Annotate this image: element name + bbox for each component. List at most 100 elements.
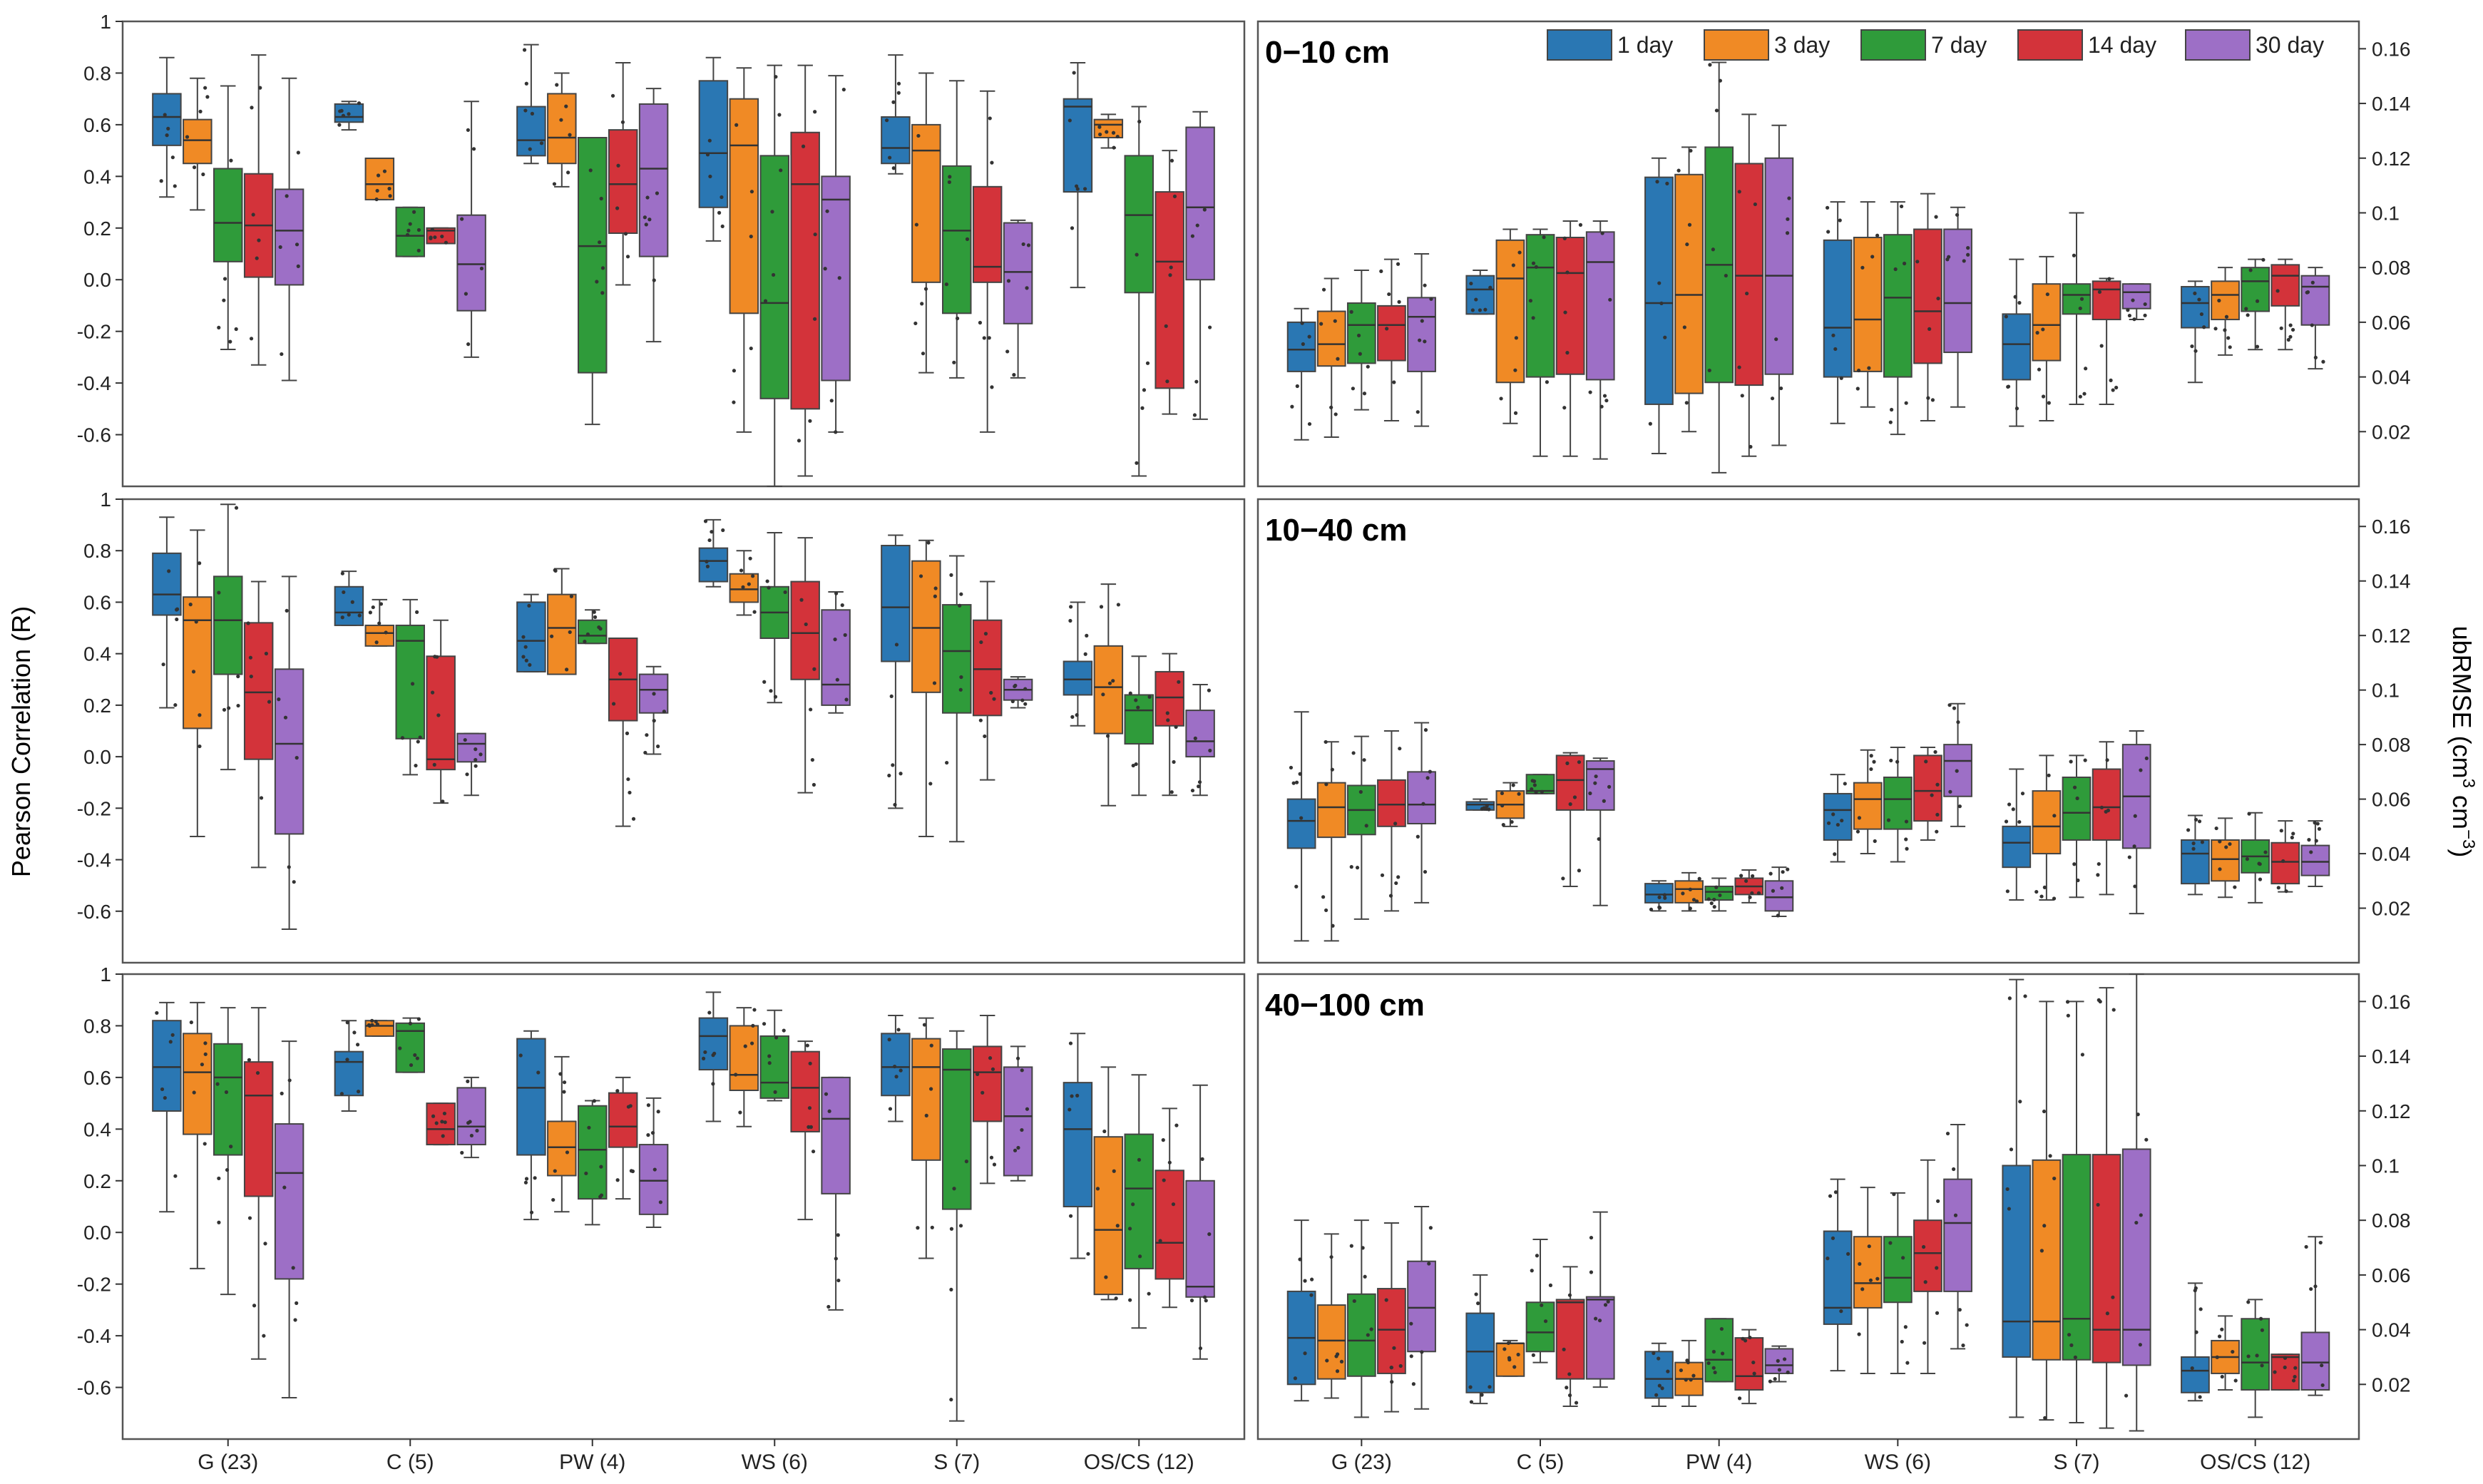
legend-label: 30 day <box>2256 32 2324 58</box>
box-3-day-0 <box>1316 1233 1346 1399</box>
data-point <box>949 1398 953 1402</box>
data-point <box>1588 390 1592 394</box>
box-iqr <box>942 604 972 714</box>
data-point <box>623 232 628 236</box>
box-7-day-5 <box>2241 812 2270 904</box>
box-7-day-0 <box>1346 1219 1376 1418</box>
data-point <box>2007 1207 2011 1211</box>
y-tick-label: -0.4 <box>77 849 111 871</box>
data-point <box>2317 827 2322 831</box>
data-point <box>1112 1169 1116 1173</box>
data-point <box>443 1120 447 1125</box>
data-point <box>1147 1291 1151 1296</box>
box-iqr <box>364 1020 395 1037</box>
data-point <box>618 672 623 676</box>
data-point <box>410 682 415 686</box>
data-point <box>2273 1370 2277 1374</box>
data-point <box>1409 1354 1413 1358</box>
data-point <box>2288 334 2293 339</box>
data-point <box>773 1090 777 1094</box>
data-point <box>192 1090 196 1095</box>
box-iqr <box>1585 1296 1615 1380</box>
data-point <box>1303 1351 1307 1356</box>
data-point <box>808 419 812 423</box>
data-point <box>436 713 441 717</box>
box-iqr <box>821 1076 851 1194</box>
data-point <box>1177 680 1181 684</box>
data-point <box>287 1078 292 1083</box>
data-point <box>236 703 240 708</box>
y-tick-label: 0.06 <box>2372 312 2411 334</box>
box-30-day-4 <box>2121 730 2151 915</box>
data-point <box>2246 1354 2251 1358</box>
data-point <box>1935 829 1939 834</box>
data-point <box>646 1133 650 1137</box>
data-point <box>989 690 993 695</box>
right-ylabel-sup1: 3 <box>2459 779 2478 788</box>
y-tick-label: 0.02 <box>2372 1373 2411 1396</box>
box-iqr <box>759 1035 789 1099</box>
data-point <box>345 1020 349 1025</box>
data-point <box>1364 824 1368 828</box>
box-1-day-5 <box>2181 280 2210 384</box>
y-tick-label: 0.6 <box>83 1067 111 1089</box>
box-iqr <box>1704 1318 1734 1383</box>
data-point <box>479 266 484 271</box>
data-point <box>812 317 817 321</box>
data-point <box>1904 837 1908 841</box>
data-point <box>1568 802 1572 807</box>
box-3-day-0 <box>1316 277 1346 438</box>
box-iqr <box>2092 768 2121 841</box>
data-point <box>707 538 712 543</box>
y-tick-label: 0.4 <box>83 165 111 188</box>
data-point <box>267 700 272 704</box>
data-point <box>375 1022 379 1027</box>
data-point <box>1771 889 1775 893</box>
data-point <box>1600 231 1604 235</box>
y-tick-label: 0.14 <box>2372 93 2411 115</box>
data-point <box>1648 421 1652 426</box>
data-point <box>732 369 737 373</box>
data-point <box>990 160 994 165</box>
data-point <box>1567 1393 1572 1398</box>
y-tick-label: 0.14 <box>2372 1045 2411 1068</box>
depth-label: 0−10 cm <box>1265 35 1390 70</box>
box-iqr <box>1734 163 1764 387</box>
data-point <box>990 1067 995 1071</box>
data-point <box>217 1176 221 1181</box>
data-point <box>1390 1380 1394 1384</box>
data-point <box>1606 1299 1610 1304</box>
data-point <box>1111 131 1116 135</box>
data-point <box>1839 1309 1843 1314</box>
box-1-day-0 <box>1286 711 1316 942</box>
box-3-day-0 <box>183 1001 213 1269</box>
data-point <box>280 352 284 357</box>
data-point <box>1095 1187 1100 1191</box>
box-1-day-4 <box>2002 768 2032 901</box>
data-point <box>444 240 449 245</box>
data-point <box>539 141 544 145</box>
data-point <box>409 1063 414 1068</box>
data-point <box>894 643 899 647</box>
data-point <box>1657 906 1662 910</box>
data-point <box>1953 1213 1958 1217</box>
data-point <box>1654 1393 1659 1397</box>
data-point <box>1594 1316 1598 1321</box>
data-point <box>765 579 769 583</box>
data-point <box>1335 1369 1340 1373</box>
data-point <box>1833 852 1837 856</box>
data-point <box>568 133 572 137</box>
data-point <box>896 91 901 95</box>
data-point <box>707 138 712 143</box>
data-point <box>435 655 439 659</box>
data-point <box>250 106 254 110</box>
data-point <box>1193 736 1197 740</box>
data-point <box>598 627 603 631</box>
data-point <box>1190 234 1194 238</box>
data-point <box>1659 301 1664 306</box>
data-point <box>930 1225 934 1229</box>
box-iqr <box>2092 280 2121 321</box>
data-point <box>1423 339 1427 344</box>
data-point <box>1389 1366 1394 1370</box>
data-point <box>1293 1376 1298 1381</box>
